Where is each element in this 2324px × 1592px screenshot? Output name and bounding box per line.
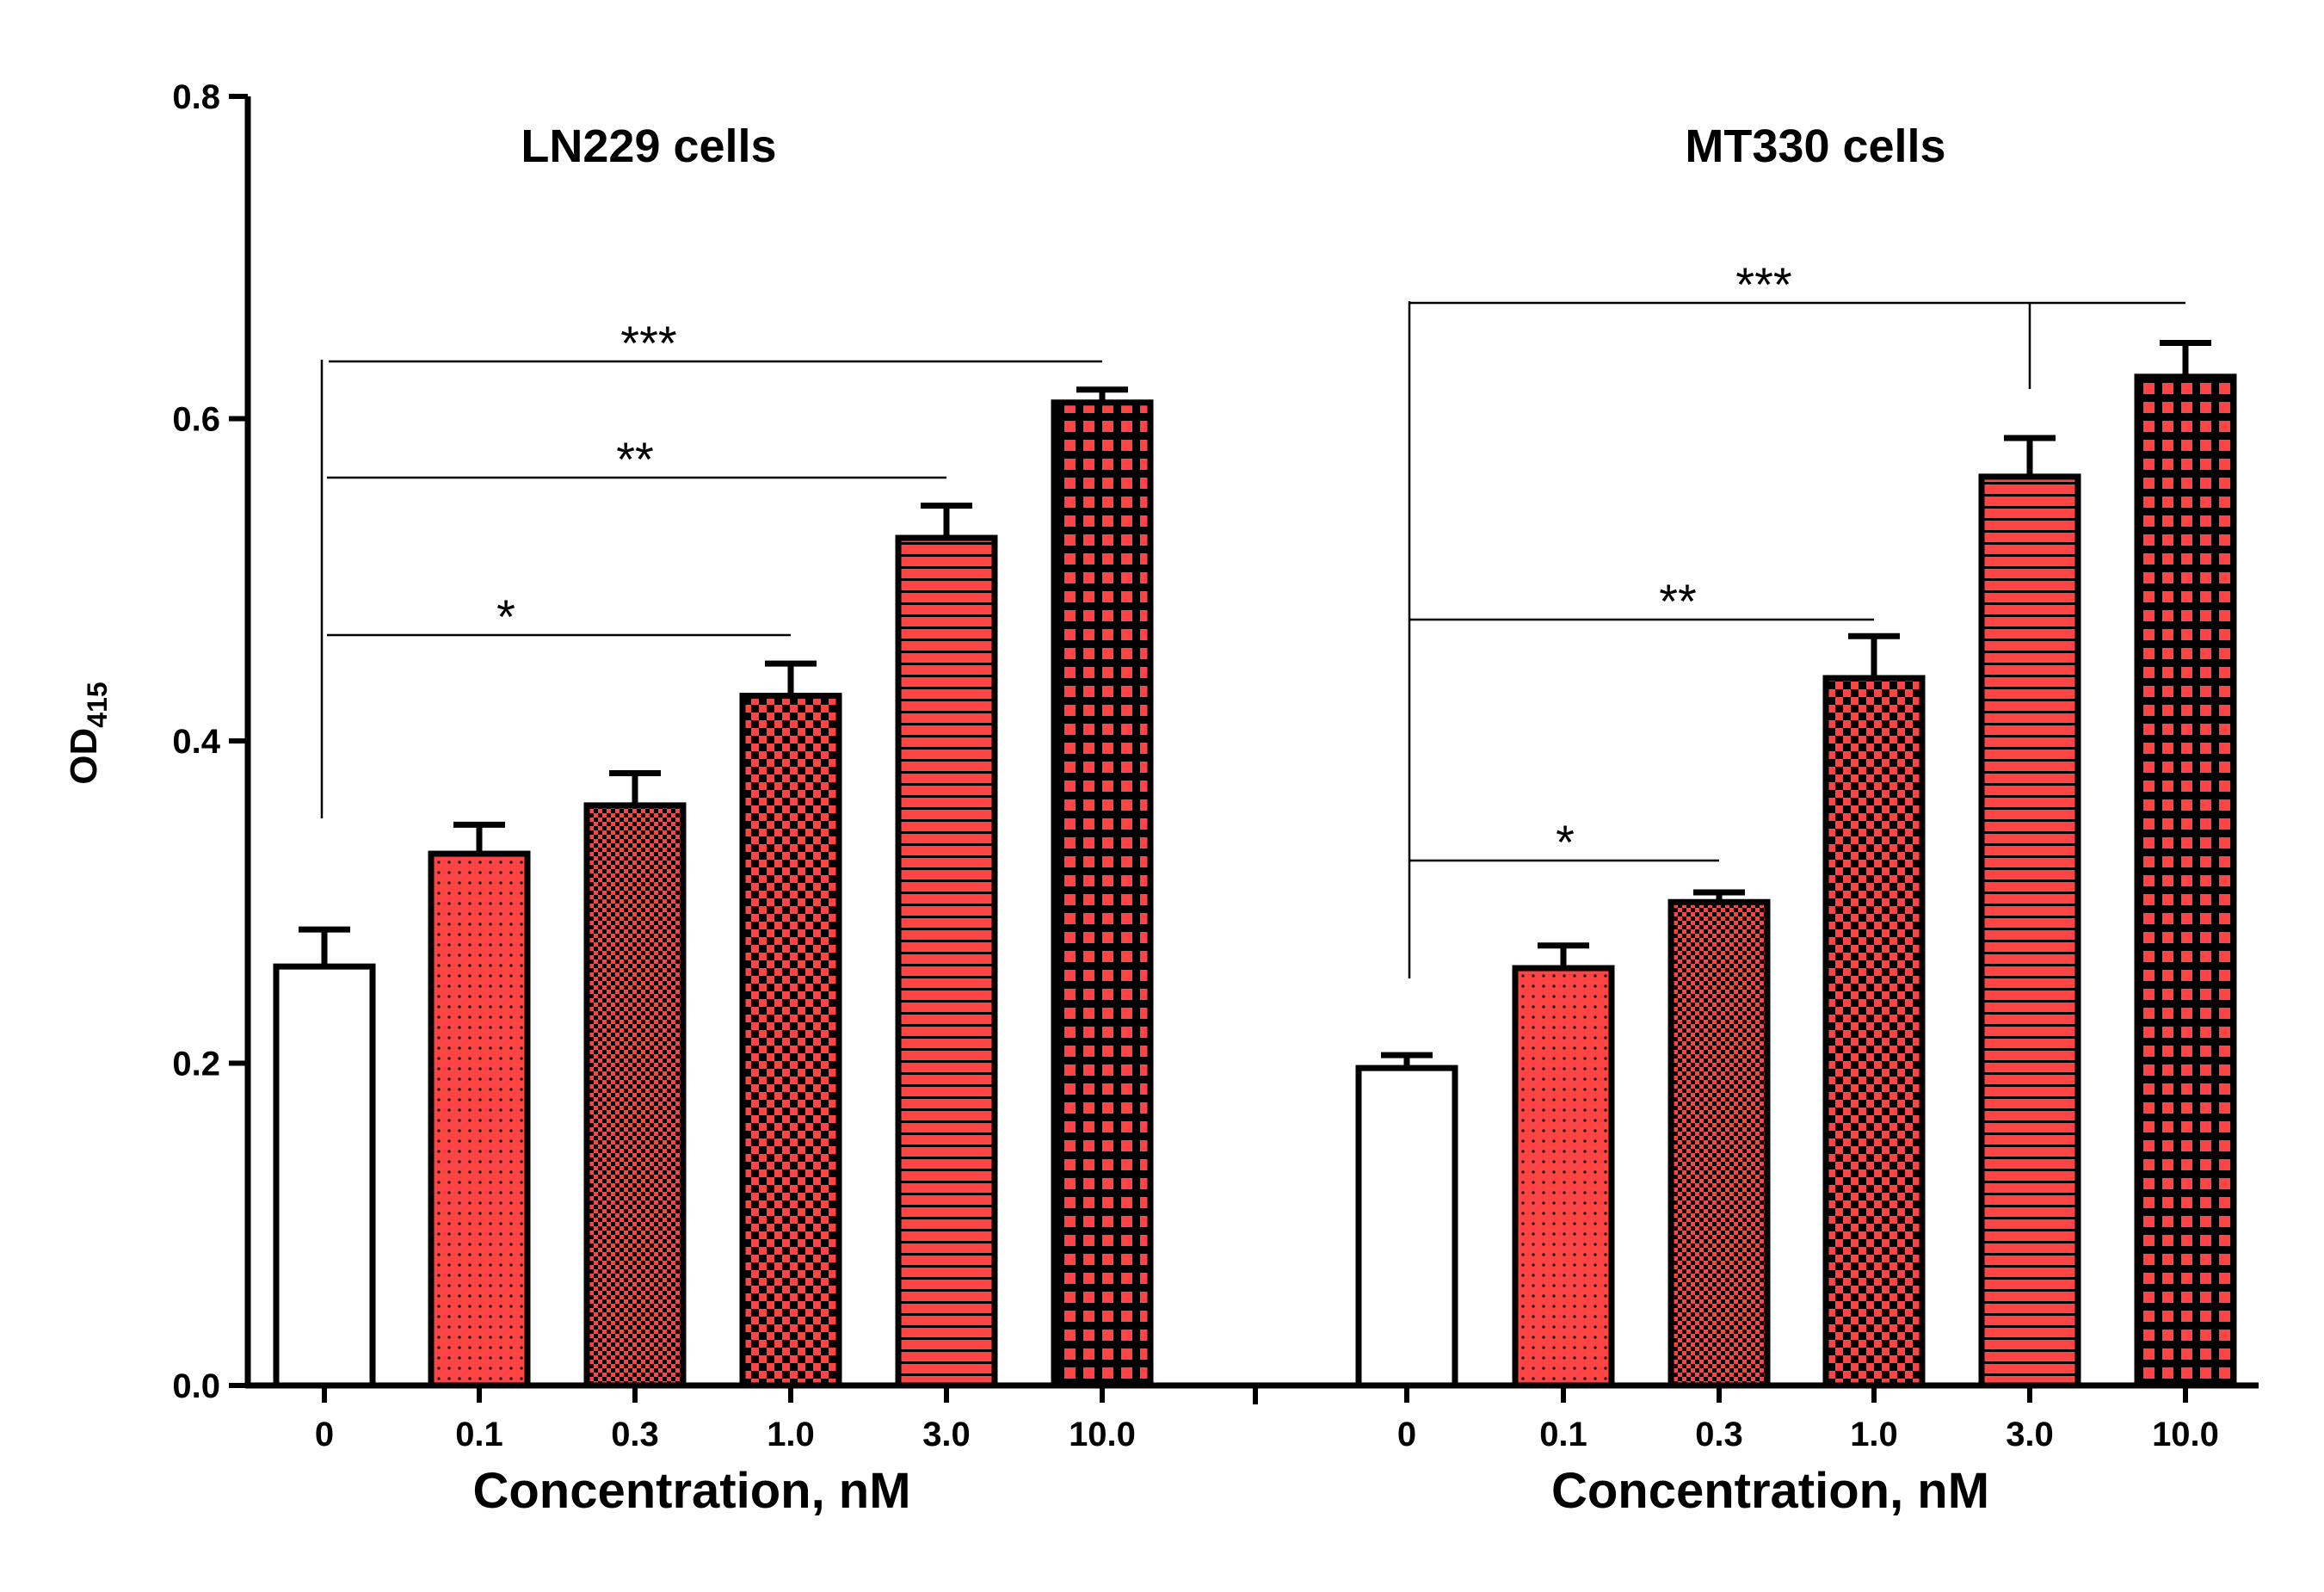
axes — [229, 94, 2259, 1404]
x-tick-label: 10.0 — [1069, 1416, 1136, 1453]
y-tick-label: 0.0 — [172, 1367, 220, 1405]
bar — [1978, 473, 2081, 1389]
bar — [428, 850, 531, 1389]
significance-label: ** — [1659, 574, 1697, 628]
bar — [739, 693, 842, 1389]
x-axis-title: Concentration, nM — [472, 1463, 910, 1519]
bars — [273, 339, 2237, 1389]
bar — [2134, 373, 2237, 1389]
x-tick-label: 3.0 — [2006, 1416, 2054, 1453]
bar — [1051, 399, 1154, 1389]
significance-label: *** — [1735, 257, 1791, 312]
y-tick-label: 0.6 — [172, 401, 220, 439]
bar — [1512, 965, 1615, 1389]
panel-title: MT330 cells — [1685, 120, 1945, 172]
x-tick-label: 0.1 — [455, 1416, 503, 1453]
significance-annotations — [320, 301, 2185, 978]
x-tick-label: 0.3 — [1695, 1416, 1743, 1453]
bar — [1667, 898, 1771, 1389]
x-tick-label: 1.0 — [767, 1416, 815, 1453]
bar — [583, 802, 687, 1389]
significance-label: * — [496, 589, 515, 644]
x-tick-label: 0.1 — [1539, 1416, 1587, 1453]
significance-label: ** — [616, 432, 654, 486]
x-tick-label: 0 — [315, 1416, 334, 1453]
x-tick-label: 0 — [1397, 1416, 1416, 1453]
y-tick-label: 0.2 — [172, 1046, 220, 1083]
significance-label: * — [1556, 815, 1575, 869]
x-axis-title: Concentration, nM — [1551, 1463, 1989, 1519]
bar — [1355, 1064, 1458, 1389]
x-tick-label: 10.0 — [2152, 1416, 2219, 1453]
x-tick-label: 0.3 — [611, 1416, 659, 1453]
bar — [273, 963, 376, 1389]
bar — [895, 534, 998, 1389]
bar — [1822, 675, 1926, 1389]
x-tick-label: 1.0 — [1850, 1416, 1898, 1453]
y-axis-label: OD415 — [63, 682, 113, 784]
labels: 0.0 0.2 0.4 0.6 0.8 LN229 cells Concentration,… — [172, 78, 2219, 1519]
y-tick-label: 0.4 — [172, 723, 220, 761]
panel-title: LN229 cells — [521, 120, 776, 172]
significance-label: *** — [620, 316, 676, 370]
y-tick-label: 0.8 — [172, 78, 220, 116]
x-tick-label: 3.0 — [922, 1416, 971, 1453]
